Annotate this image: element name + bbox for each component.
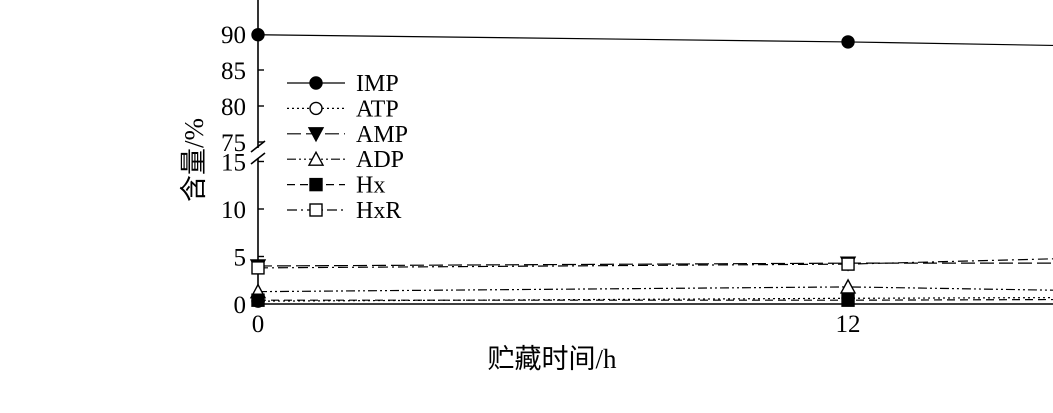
- data-point-adp: [839, 278, 857, 294]
- y-tick-label: 80: [221, 94, 246, 121]
- y-tick-label: 15: [221, 150, 246, 177]
- data-point-hx: [841, 293, 855, 307]
- data-point-hxr: [251, 261, 265, 275]
- series-line-hxr: [257, 258, 1053, 269]
- series-lines: [257, 34, 1053, 302]
- x-tick-label: 12: [836, 311, 861, 338]
- legend-label-amp: AMP: [356, 122, 408, 148]
- legend-label-imp: IMP: [356, 71, 399, 97]
- y-tick-label: 85: [221, 58, 246, 85]
- axis-break-mark: [250, 140, 266, 153]
- y-tick-label: 0: [234, 292, 247, 319]
- series-line-imp: [257, 34, 1053, 47]
- y-tick-label: 90: [221, 22, 246, 49]
- legend-marker-atp: [309, 101, 323, 116]
- legend-label-atp: ATP: [356, 96, 399, 122]
- series-line-atp: [257, 297, 1053, 302]
- x-axis-title: 贮藏时间/h: [487, 344, 617, 374]
- legend-marker-hxr: [309, 203, 323, 217]
- series-markers: [249, 28, 857, 308]
- data-point-imp: [841, 35, 855, 49]
- legend-marker-imp: [309, 76, 323, 90]
- data-point-hxr: [841, 257, 855, 271]
- legend-label-adp: ADP: [356, 147, 404, 173]
- y-tick-label: 75: [221, 130, 246, 157]
- legend-label-hx: Hx: [356, 173, 385, 199]
- axes: 0122436486072849605101575808590: [221, 0, 1053, 338]
- x-tick-label: 0: [252, 311, 265, 338]
- series-line-amp: [257, 262, 1053, 267]
- y-tick-label: 5: [234, 245, 247, 272]
- y-axis-title: 含量/%: [179, 118, 209, 202]
- series-line-hx: [258, 298, 1053, 301]
- series-line-adp: [257, 286, 1053, 293]
- data-point-imp: [251, 28, 265, 42]
- data-point-hx: [251, 293, 265, 307]
- legend-marker-adp: [307, 150, 325, 166]
- legend-marker-hx: [309, 177, 323, 192]
- legend-label-hxr: HxR: [356, 198, 401, 224]
- axis-break-mark: [250, 152, 266, 165]
- y-tick-label: 10: [221, 197, 246, 224]
- legend-marker-amp: [307, 127, 325, 143]
